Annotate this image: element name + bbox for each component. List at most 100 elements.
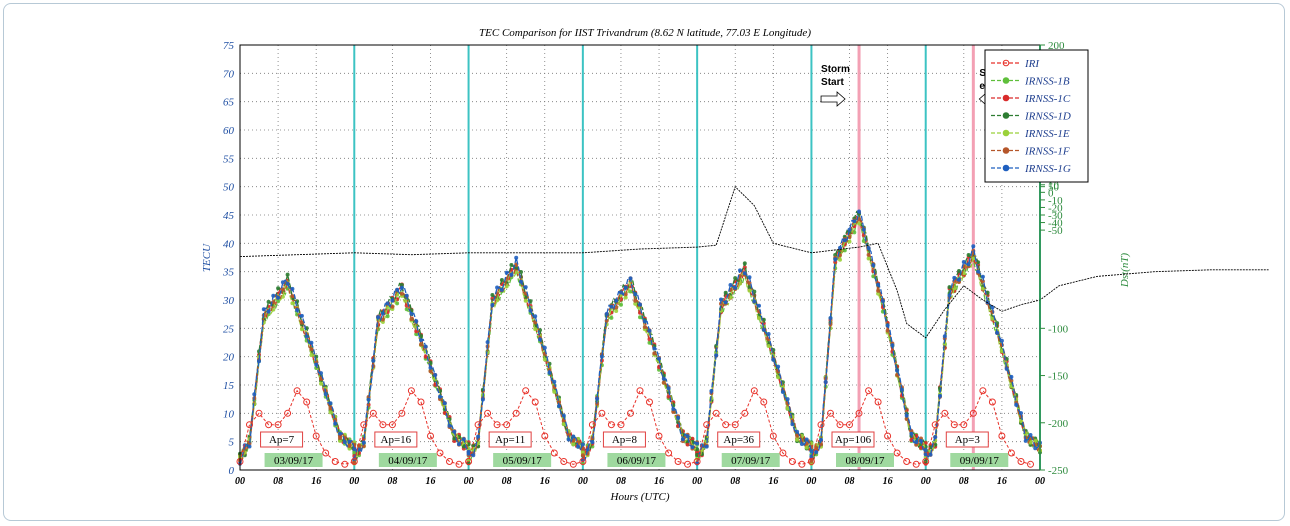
series-line-irnss-1b <box>239 213 1041 464</box>
data-point-irnss-1g <box>552 379 557 384</box>
chart-title: TEC Comparison for IIST Trivandrum (8.62… <box>479 27 811 39</box>
ap-box <box>602 431 646 448</box>
date-box <box>721 453 780 467</box>
y-right-tick-label: -30 <box>1048 210 1063 222</box>
y-right-tick-label: -250 <box>1048 465 1069 477</box>
date-label: 06/09/17 <box>617 455 657 467</box>
y-tick-label: 65 <box>223 97 235 109</box>
x-tick-label: 00 <box>464 476 474 487</box>
data-point-irnss-1g <box>642 319 647 324</box>
x-tick-label: 08 <box>502 476 512 487</box>
x-tick-label: 00 <box>349 476 359 487</box>
y-tick-label: 10 <box>223 408 235 420</box>
data-point-irnss-1e <box>280 294 285 299</box>
data-point-iri <box>569 460 577 468</box>
data-point-iri <box>903 458 911 465</box>
y-tick-label: 35 <box>222 267 235 279</box>
data-point-iri <box>474 421 482 429</box>
data-point-iri <box>979 387 987 395</box>
y-right-tick-label: -20 <box>1048 202 1063 214</box>
y-tick-label: 55 <box>223 153 235 165</box>
x-tick-label: 08 <box>959 476 969 487</box>
data-point-iri <box>836 421 844 429</box>
data-point-iri <box>341 460 349 468</box>
y-tick-label: 50 <box>223 182 235 194</box>
data-point-iri <box>750 387 758 395</box>
data-point-iri <box>588 421 596 429</box>
data-point-irnss-1g <box>514 255 519 260</box>
x-tick-label: 16 <box>311 476 321 487</box>
data-point-iri <box>512 409 520 417</box>
x-tick-label: 00 <box>578 476 588 487</box>
data-point-iri <box>427 432 434 440</box>
x-tick-label: 00 <box>235 476 245 487</box>
legend-marker-irnss-1b <box>1002 77 1010 84</box>
ap-box <box>374 431 418 448</box>
x-tick-label: 08 <box>616 476 626 487</box>
data-point-irnss-1e <box>776 375 781 380</box>
y-right-tick-label: 50 <box>1048 182 1060 194</box>
data-point-irnss-1g <box>880 299 885 304</box>
data-point-iri <box>398 409 406 417</box>
data-point-iri <box>579 458 587 465</box>
ap-label: Ap=3 <box>955 434 981 446</box>
ap-label: Ap=11 <box>495 434 525 446</box>
data-point-iri <box>322 449 330 457</box>
ap-label: Ap=7 <box>269 434 295 446</box>
plot-frame <box>239 44 1041 471</box>
y-tick-label: 25 <box>223 323 235 335</box>
x-tick-label: 08 <box>273 476 283 487</box>
legend-marker-irnss-1d <box>1002 112 1010 119</box>
data-point-iri <box>417 398 425 406</box>
series-line-irnss-1g <box>239 209 1041 464</box>
data-point-iri <box>798 460 806 468</box>
data-point-irnss-1g <box>323 392 328 396</box>
x-tick-label: 16 <box>654 476 664 487</box>
y-tick-label: 75 <box>223 40 235 52</box>
x-tick-label: 00 <box>1035 476 1045 487</box>
data-point-irnss-1g <box>580 442 585 447</box>
data-point-iri <box>655 432 663 440</box>
data-point-iri <box>703 421 711 429</box>
date-label: 08/09/17 <box>845 455 885 467</box>
data-point-iri <box>627 409 634 417</box>
data-point-irnss-1g <box>785 397 790 402</box>
legend-marker-irnss-1c <box>1002 94 1010 102</box>
data-point-iri <box>436 449 444 457</box>
data-point-iri <box>769 432 777 440</box>
data-point-iri <box>760 398 768 406</box>
data-point-irnss-1g <box>799 442 804 446</box>
date-box <box>950 453 1009 467</box>
data-point-iri <box>550 449 558 457</box>
data-point-irnss-1g <box>928 452 933 457</box>
legend-label-irnss-1e: IRNSS-1E <box>1024 128 1070 140</box>
y-right-tick-label: -150 <box>1048 371 1069 383</box>
data-point-irnss-1g <box>319 371 323 376</box>
data-point-irnss-1g <box>823 380 828 384</box>
x-axis-label: Hours (UTC) <box>610 491 670 503</box>
data-point-iri <box>912 460 920 468</box>
data-point-irnss-1g <box>447 423 452 428</box>
y-tick-label: 60 <box>223 125 235 137</box>
date-label: 05/09/17 <box>503 455 543 467</box>
data-point-irnss-1f <box>633 298 638 303</box>
y-tick-label: 40 <box>223 238 235 250</box>
data-point-iri <box>312 432 320 440</box>
y-axis-label-left: TECU <box>201 243 213 272</box>
data-point-iri <box>855 409 863 417</box>
x-tick-label: 16 <box>883 476 893 487</box>
y-right-tick-label: -10 <box>1048 195 1063 207</box>
date-box <box>378 453 437 467</box>
y-axis-label-right: Dst(nT) <box>1119 253 1131 289</box>
series-line-irnss-1e <box>239 221 1041 464</box>
ap-box <box>831 431 875 448</box>
data-point-iri <box>941 409 949 417</box>
data-point-iri <box>1027 460 1034 468</box>
date-label: 04/09/17 <box>388 455 428 467</box>
data-point-iri <box>646 398 653 406</box>
y-right-tick-label: 200 <box>1048 40 1065 52</box>
data-point-iri <box>360 421 368 429</box>
data-point-iri <box>693 458 701 465</box>
ap-box <box>945 431 989 448</box>
